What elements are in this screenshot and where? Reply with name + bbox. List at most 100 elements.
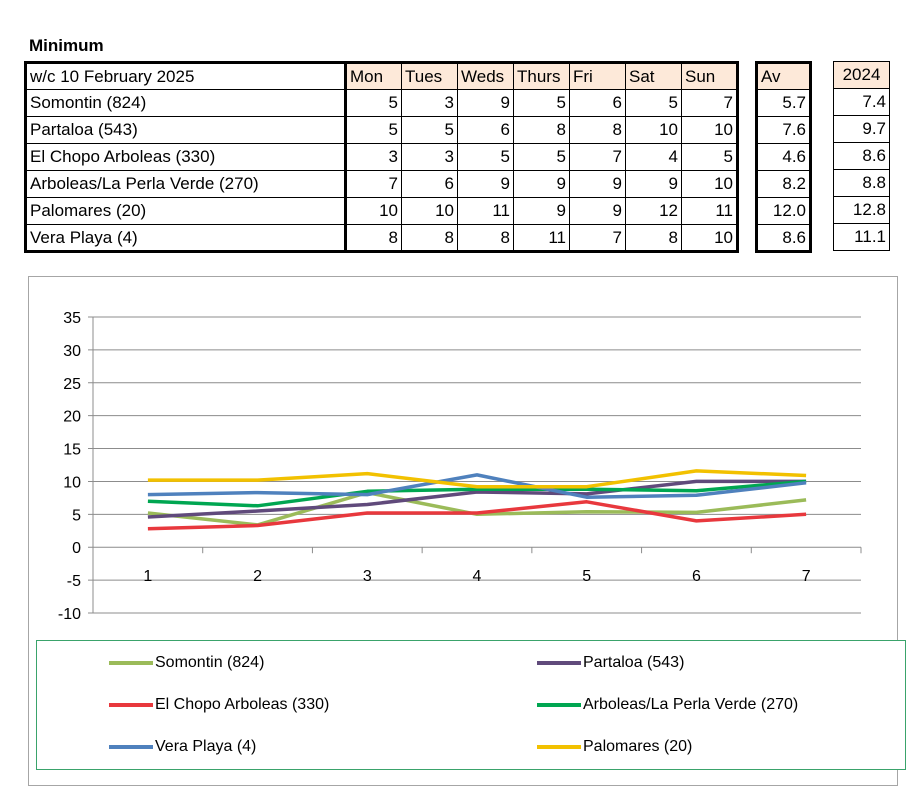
y-tick-label: 30 [63, 343, 81, 360]
av-cell: 4.6 [756, 143, 811, 171]
table-cell: 6 [457, 116, 514, 144]
station-name: El Chopo Arboleas (330) [25, 143, 347, 171]
table-cell: 5 [625, 89, 682, 117]
table-cell: 10 [681, 224, 738, 252]
legend-item: El Chopo Arboleas (330) [109, 695, 329, 715]
x-tick-label: 1 [143, 568, 152, 585]
chart-legend: Somontin (824) Partaloa (543) El Chopo Arb… [36, 640, 906, 770]
table-cell: 10 [345, 197, 402, 225]
x-tick-label: 6 [692, 568, 701, 585]
line-chart: -10 -5 0 5 10 15 20 25 30 35 1 2 3 4 5 6 7 [58, 310, 862, 623]
table-cell: 4 [625, 143, 682, 171]
y-tick-label: 25 [63, 376, 81, 393]
table-cell: 3 [401, 143, 458, 171]
table-cell: 7 [681, 89, 738, 117]
table-row: Arboleas/La Perla Verde (270) 7 6 9 9 9 9 10 [25, 170, 738, 198]
table-cell: 9 [513, 197, 570, 225]
x-tick-label: 5 [582, 568, 591, 585]
day-header: Tues [401, 62, 458, 90]
table-row: El Chopo Arboleas (330) 3 3 5 5 7 4 5 [25, 143, 738, 171]
table-cell: 7 [345, 170, 402, 198]
av-header: Av [756, 62, 811, 90]
av-cell: 8.6 [756, 224, 811, 252]
av-cell: 8.2 [756, 170, 811, 198]
legend-label: Somontin (824) [155, 654, 265, 671]
legend-swatch [537, 702, 581, 707]
year-cell: 11.1 [833, 223, 890, 251]
table-cell: 10 [681, 116, 738, 144]
table-cell: 9 [513, 170, 570, 198]
station-name: Arboleas/La Perla Verde (270) [25, 170, 347, 198]
year-cell: 8.8 [833, 169, 890, 197]
table-cell: 5 [457, 143, 514, 171]
station-name: Vera Playa (4) [25, 224, 347, 252]
table-cell: 5 [513, 89, 570, 117]
y-tick-label: -5 [67, 573, 81, 590]
legend-item: Arboleas/La Perla Verde (270) [537, 695, 798, 715]
table-row: Vera Playa (4) 8 8 8 11 7 8 10 [25, 224, 738, 252]
legend-label: Vera Playa (4) [155, 738, 257, 755]
table-cell: 9 [457, 170, 514, 198]
table-cell: 8 [401, 224, 458, 252]
table-cell: 12 [625, 197, 682, 225]
table-cell: 10 [401, 197, 458, 225]
day-header: Weds [457, 62, 514, 90]
legend-label: Arboleas/La Perla Verde (270) [583, 696, 799, 713]
table-cell: 8 [569, 116, 626, 144]
year-cell: 7.4 [833, 88, 890, 116]
series-line [147, 473, 807, 499]
table-cell: 9 [457, 89, 514, 117]
day-header: Sat [625, 62, 682, 90]
legend-swatch [537, 660, 581, 665]
av-cell: 5.7 [756, 89, 811, 117]
series-line [147, 479, 807, 508]
year-cell: 12.8 [833, 196, 890, 224]
year-header: 2024 [833, 61, 890, 89]
table-cell: 5 [681, 143, 738, 171]
x-tick-label: 3 [363, 568, 372, 585]
x-tick-label: 2 [253, 568, 262, 585]
table-cell: 10 [625, 116, 682, 144]
day-header: Fri [569, 62, 626, 90]
table-cell: 9 [569, 197, 626, 225]
legend-item: Vera Playa (4) [109, 737, 256, 757]
table-cell: 9 [625, 170, 682, 198]
table-cell: 9 [569, 170, 626, 198]
legend-item: Partaloa (543) [537, 653, 684, 673]
legend-label: El Chopo Arboleas (330) [155, 696, 330, 713]
av-cell: 7.6 [756, 116, 811, 144]
table-cell: 7 [569, 143, 626, 171]
y-tick-label: 35 [63, 310, 81, 327]
legend-swatch [537, 744, 581, 749]
table-cell: 11 [457, 197, 514, 225]
table-cell: 10 [681, 170, 738, 198]
day-header: Thurs [513, 62, 570, 90]
table-cell: 5 [345, 89, 402, 117]
legend-swatch [109, 744, 153, 749]
table-cell: 6 [401, 170, 458, 198]
table-cell: 8 [457, 224, 514, 252]
table-cell: 8 [513, 116, 570, 144]
y-tick-label: 5 [72, 507, 81, 524]
legend-label: Partaloa (543) [583, 654, 685, 671]
page-title: Minimum [29, 36, 104, 55]
table-row: Partaloa (543) 5 5 6 8 8 10 10 [25, 116, 738, 144]
year-cell: 9.7 [833, 115, 890, 143]
series-line [147, 479, 807, 519]
y-tick-label: -10 [58, 606, 81, 623]
legend-swatch [109, 702, 153, 707]
table-cell: 7 [569, 224, 626, 252]
y-tick-label: 20 [63, 409, 81, 426]
y-tick-label: 0 [72, 540, 81, 557]
station-name: Palomares (20) [25, 197, 347, 225]
day-header: Mon [345, 62, 402, 90]
table-cell: 6 [569, 89, 626, 117]
table-cell: 8 [625, 224, 682, 252]
station-name: Partaloa (543) [25, 116, 347, 144]
y-tick-label: 15 [63, 442, 81, 459]
legend-item: Palomares (20) [537, 737, 692, 757]
series-line [147, 500, 807, 531]
table-cell: 3 [345, 143, 402, 171]
table-row: Somontin (824) 5 3 9 5 6 5 7 [25, 89, 738, 117]
table-cell: 5 [345, 116, 402, 144]
